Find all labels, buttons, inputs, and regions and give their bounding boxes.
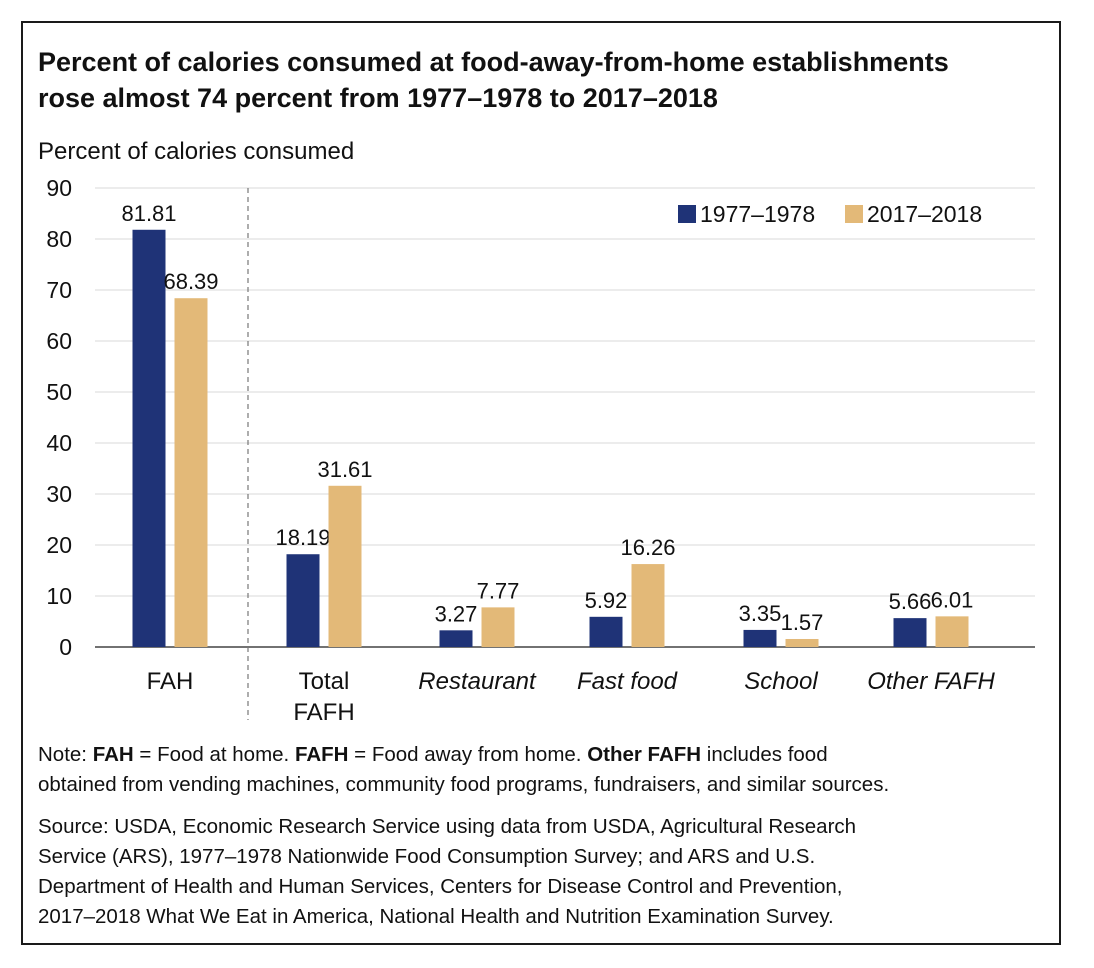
bar-other-fafh-2017-2018 (935, 616, 969, 647)
y-axis-label: Percent of calories consumed (38, 138, 355, 165)
y-tick-label-10: 10 (46, 583, 72, 609)
legend-label-2017-2018: 2017–2018 (867, 201, 982, 227)
source-line-4: 2017–2018 What We Eat in America, Nation… (38, 905, 834, 928)
bar-school-2017-2018 (785, 638, 819, 647)
data-label-other-fafh-2017-2018: 6.01 (931, 587, 974, 612)
y-tick-label-90: 90 (46, 175, 72, 201)
y-tick-label-0: 0 (59, 634, 72, 660)
source-line-3: Department of Health and Human Services,… (38, 875, 843, 898)
bar-total-fafh-1977-1978 (286, 554, 320, 647)
bar-fah-1977-1978 (132, 229, 166, 648)
data-label-total-fafh-2017-2018: 31.61 (317, 457, 372, 482)
note-term-fafh: FAFH (294, 743, 349, 766)
y-tick-label-50: 50 (46, 379, 72, 405)
data-label-restaurant-2017-2018: 7.77 (477, 578, 520, 603)
chart-title-line-1: Percent of calories consumed at food-awa… (38, 47, 949, 77)
y-tick-label-40: 40 (46, 430, 72, 456)
x-tick-label-restaurant: Restaurant (418, 668, 537, 695)
bar-fah-2017-2018 (174, 298, 208, 647)
note-def-other-fafh-2: obtained from vending machines, communit… (38, 773, 890, 796)
y-tick-label-30: 30 (46, 481, 72, 507)
note-term-other-fafh: Other FAFH (587, 743, 702, 766)
data-label-fah-2017-2018: 68.39 (163, 269, 218, 294)
note-prefix: Note: (38, 743, 93, 766)
x-tick-label-other-fafh: Other FAFH (867, 668, 995, 695)
y-tick-label-80: 80 (46, 226, 72, 252)
bar-other-fafh-1977-1978 (893, 618, 927, 647)
legend-swatch-2017-2018 (845, 205, 863, 223)
data-label-school-2017-2018: 1.57 (781, 610, 824, 635)
note-def-fafh: = Food away from home. (348, 743, 588, 766)
chart-source: Source: USDA, Economic Research Service … (38, 812, 1053, 932)
y-tick-label-60: 60 (46, 328, 72, 354)
chart-title-line-2: rose almost 74 percent from 1977–1978 to… (38, 83, 718, 113)
legend-label-1977-1978: 1977–1978 (700, 201, 815, 227)
bar-total-fafh-2017-2018 (328, 485, 362, 647)
y-tick-label-70: 70 (46, 277, 72, 303)
data-label-total-fafh-1977-1978: 18.19 (275, 525, 330, 550)
data-label-fast-food-2017-2018: 16.26 (620, 535, 675, 560)
data-label-fast-food-1977-1978: 5.92 (585, 588, 628, 613)
y-tick-label-20: 20 (46, 532, 72, 558)
legend-swatch-1977-1978 (678, 205, 696, 223)
source-line-2: Service (ARS), 1977–1978 Nationwide Food… (38, 845, 816, 868)
x-tick-label-total-fafh-1: Total (299, 668, 350, 695)
x-tick-label-fah: FAH (147, 668, 194, 695)
data-label-fah-1977-1978: 81.81 (121, 201, 176, 226)
source-line-1: Source: USDA, Economic Research Service … (38, 815, 857, 838)
x-tick-label-school: School (744, 668, 818, 695)
bar-fast-food-1977-1978 (589, 616, 623, 647)
x-tick-label-fast-food: Fast food (577, 668, 678, 695)
note-term-fah: FAH (92, 743, 134, 766)
chart-note: Note: FAH = Food at home. FAFH = Food aw… (38, 740, 1053, 800)
bar-restaurant-1977-1978 (439, 630, 473, 647)
data-label-restaurant-1977-1978: 3.27 (435, 601, 478, 626)
bar-chart: 0 10 20 30 40 50 60 70 80 90 81.81 68.39 FAH 18.19 31.… (46, 175, 1035, 726)
x-tick-label-total-fafh-2: FAFH (293, 699, 354, 726)
bar-restaurant-2017-2018 (481, 607, 515, 647)
bar-school-1977-1978 (743, 629, 777, 647)
chart-frame (21, 21, 1061, 945)
note-def-other-fafh-1: includes food (701, 743, 828, 766)
data-label-other-fafh-1977-1978: 5.66 (889, 589, 932, 614)
chart-title: Percent of calories consumed at food-awa… (38, 44, 1058, 116)
data-label-school-1977-1978: 3.35 (739, 601, 782, 626)
note-def-fah: = Food at home. (133, 743, 295, 766)
bar-fast-food-2017-2018 (631, 564, 665, 647)
